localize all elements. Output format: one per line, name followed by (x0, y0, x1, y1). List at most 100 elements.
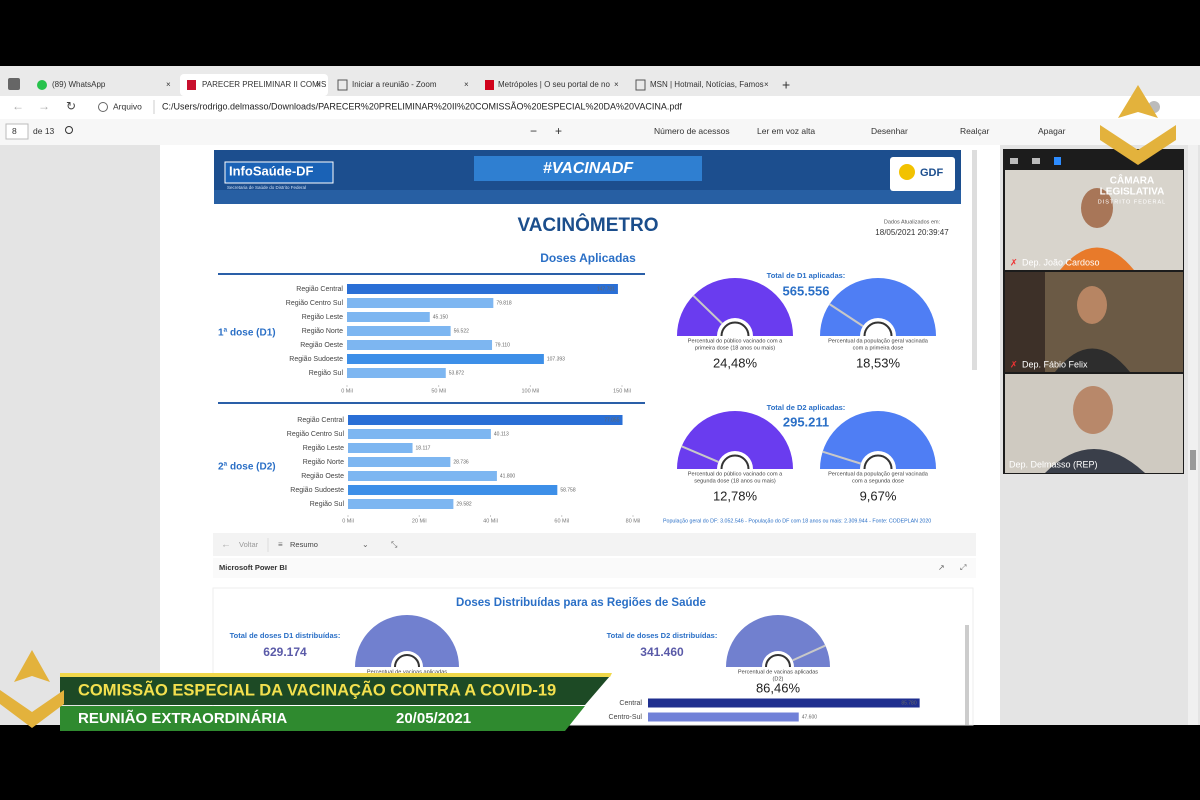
refresh-button[interactable]: ↻ (66, 99, 76, 113)
bar (348, 485, 558, 495)
gauge-arc (677, 278, 793, 336)
gauge-value: 86,46% (756, 680, 801, 695)
date: 20/05/2021 (396, 710, 471, 727)
tab-title[interactable]: (89) WhatsApp (52, 80, 106, 89)
person-body (1045, 449, 1145, 473)
tab-close[interactable]: × (316, 80, 321, 89)
tab-favicon (187, 80, 196, 90)
forward-button[interactable]: → (38, 99, 50, 113)
new-tab[interactable]: + (782, 77, 790, 93)
value-label: 28.736 (453, 459, 469, 465)
back-button[interactable]: Voltar (239, 540, 259, 549)
page-dropdown[interactable]: ⌄ (362, 540, 369, 549)
tab-title[interactable]: MSN | Hotmail, Notícias, Famos (650, 80, 764, 89)
tab[interactable]: (89) WhatsApp × (37, 80, 171, 90)
back-arrow[interactable]: ← (221, 540, 231, 551)
dashboard-title: VACINÔMETRO (517, 214, 658, 236)
value-label: 47.600 (802, 714, 818, 720)
page-number[interactable]: 8 (12, 126, 17, 136)
headline-band (60, 676, 610, 705)
collapse-button[interactable]: ⤡ (391, 540, 398, 549)
search-icon[interactable] (65, 126, 73, 134)
tool-button[interactable]: Ler em voz alta (757, 126, 815, 136)
bar (347, 312, 430, 322)
fullscreen-button[interactable]: ⤢ (959, 563, 966, 572)
charts: Região Central 147.781 Região Centro Sul 79… (286, 278, 936, 722)
category-label: Região Centro Sul (287, 431, 345, 438)
tab-close[interactable]: × (166, 80, 171, 89)
powerbi-brand: Microsoft Power BI (219, 563, 287, 572)
tab-close[interactable]: × (464, 80, 469, 89)
tool-button[interactable]: Realçar (960, 126, 989, 136)
scroll-thumb[interactable] (1190, 450, 1196, 470)
zoom-view-icon[interactable] (1010, 158, 1018, 164)
gauge-caption: Percentual da população geral vacinada (828, 471, 929, 477)
x-tick-label: 100 Mil (521, 388, 539, 394)
share-button[interactable]: ↗ (938, 563, 945, 572)
tab[interactable]: MSN | Hotmail, Notícias, Famos × (635, 79, 769, 91)
page-count: de 13 (33, 126, 55, 136)
value-label: 85.780 (901, 700, 917, 706)
category-label: Região Sul (310, 501, 345, 508)
tool-button[interactable]: Desenhar (871, 126, 908, 136)
tab-favicon (635, 79, 646, 91)
scrollbar[interactable] (1188, 145, 1198, 725)
value-label: 79.818 (496, 300, 512, 306)
gauge-arc (820, 411, 936, 469)
category-label: Região Sudoeste (289, 356, 343, 363)
tool-button[interactable]: Apagar (1038, 126, 1066, 136)
x-tick-label: 40 Mil (483, 518, 498, 524)
page-selector[interactable]: Resumo (290, 540, 318, 549)
gauge-caption: segunda dose (18 anos ou mais) (694, 478, 776, 484)
tab-actions-icon[interactable] (8, 78, 20, 90)
chart-label: 2ª dose (D2) (218, 462, 276, 473)
tab-close[interactable]: × (614, 80, 619, 89)
x-tick-label: 20 Mil (412, 518, 427, 524)
gauge-caption: Percentual de vacinas aplicadas (738, 669, 818, 675)
logo-text: LEGISLATIVA (1100, 187, 1165, 198)
gauge-caption: Percentual do público vacinado com a (688, 471, 783, 477)
campaign: #VACINADF (543, 160, 635, 177)
bar (348, 499, 454, 509)
value-label: 79.110 (495, 342, 510, 348)
campaign-banner (474, 156, 702, 181)
back-button[interactable]: ← (12, 99, 24, 113)
bar (648, 712, 799, 722)
zoom-out[interactable]: − (530, 124, 537, 138)
value-label: 41.800 (500, 473, 516, 479)
tab-title[interactable]: Metrópoles | O seu portal de no (498, 80, 610, 89)
zoom-view-icon[interactable] (1054, 157, 1061, 165)
video-tile: Dep. Fábio Felix ✗ (1005, 272, 1183, 372)
x-tick-label: 60 Mil (554, 518, 569, 524)
tab[interactable]: Metrópoles | O seu portal de no × (485, 80, 619, 90)
powerbi-nav (213, 533, 976, 556)
url[interactable]: C:/Users/rodrigo.delmasso/Downloads/PARE… (162, 101, 682, 111)
embed-scrollbar[interactable] (972, 150, 977, 370)
zoom-in[interactable]: + (555, 124, 562, 138)
info-icon (98, 102, 108, 112)
tab[interactable]: Iniciar a reunião - Zoom × (337, 79, 469, 91)
gauge-arc (355, 615, 459, 667)
tab[interactable]: PARECER PRELIMINAR II COMIS × (180, 74, 328, 96)
page-box[interactable] (5, 123, 29, 140)
logo-shape (0, 690, 64, 728)
bar (348, 429, 491, 439)
x-tick-label: 0 Mil (341, 388, 353, 394)
embed-scrollbar[interactable] (965, 625, 969, 725)
bar (347, 354, 544, 364)
gauge-caption: primeira dose (18 anos ou mais) (695, 345, 775, 351)
total-label: Total de doses D1 distribuídas: (230, 631, 341, 640)
tab-title[interactable]: PARECER PRELIMINAR II COMIS (202, 80, 326, 89)
address-row (0, 96, 1200, 119)
tab-close[interactable]: × (764, 80, 769, 89)
zoom-view-icon[interactable] (1032, 158, 1040, 164)
muted-icon: ✗ (1010, 359, 1018, 369)
value-label: 77.055 (604, 417, 620, 423)
gauge-needle (692, 294, 723, 325)
total-value: 341.460 (640, 645, 684, 659)
category-label: Região Central (296, 286, 343, 293)
headline-stripe (60, 673, 612, 677)
tab-title[interactable]: Iniciar a reunião - Zoom (352, 80, 437, 89)
brand: InfoSaúde-DF (229, 163, 314, 178)
tool-button[interactable]: Número de acessos (654, 126, 730, 136)
